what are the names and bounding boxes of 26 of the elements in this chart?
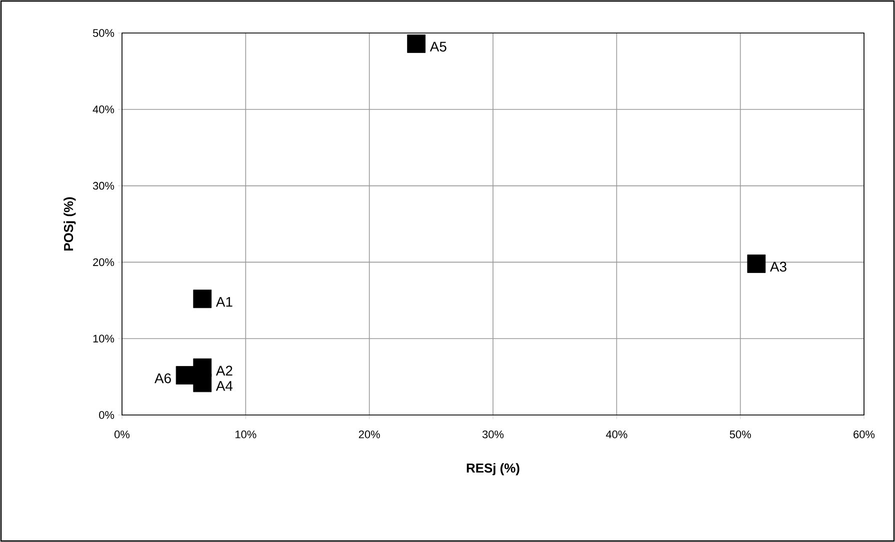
point (747, 254, 766, 273)
x-tick-label: 10% (236, 430, 256, 438)
x-tick-label: 60% (854, 430, 875, 438)
y-tick-label: 50% (92, 29, 114, 37)
y-tick-label: 0% (99, 411, 114, 419)
x-tick-label: 20% (358, 430, 380, 438)
y-tick-label: 10% (93, 334, 114, 342)
y-tick-label: 40% (92, 106, 114, 114)
x-tick-label: 0% (114, 430, 130, 438)
x-tick-label: 50% (730, 430, 751, 438)
x-axis-title: RESj (%) (466, 463, 520, 476)
annotation: A6 (154, 373, 171, 384)
annotation: A4 (216, 381, 233, 391)
y-axis-title: POSj (%) (64, 197, 76, 250)
y-tick-label: 20% (93, 258, 114, 266)
point (407, 34, 426, 53)
point (193, 290, 212, 308)
annotation: A2 (216, 366, 232, 376)
point (176, 366, 194, 384)
annotation: A5 (430, 42, 446, 52)
point (193, 374, 212, 392)
annotation: A1 (216, 297, 232, 307)
x-tick-label: 40% (606, 430, 628, 438)
annotation: A3 (770, 262, 786, 272)
y-tick-label: 30% (92, 182, 114, 190)
x-tick-label: 30% (482, 430, 504, 438)
